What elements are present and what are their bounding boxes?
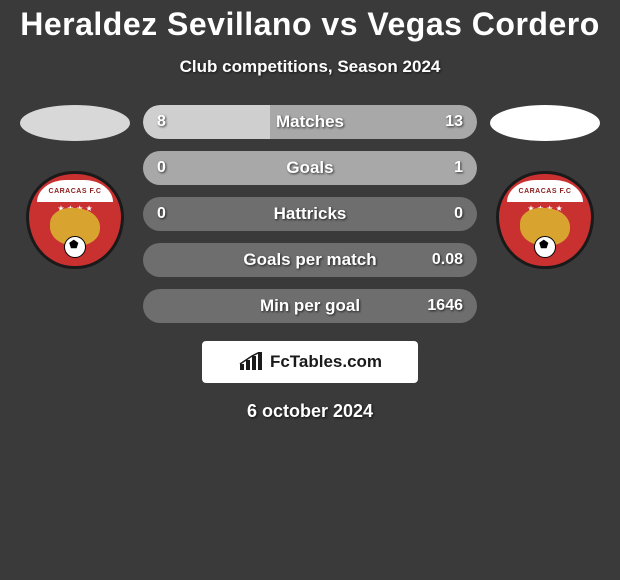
barchart-icon [238, 352, 264, 372]
stat-value-right: 0 [454, 205, 463, 223]
stat-label: Goals [143, 158, 477, 178]
stat-value-right: 0.08 [432, 251, 463, 269]
badge-top-text: CARACAS F.C [37, 180, 113, 202]
stat-bar: 0Goals1 [143, 151, 477, 185]
badge-top-text: CARACAS F.C [507, 180, 583, 202]
page-title: Heraldez Sevillano vs Vegas Cordero [20, 6, 600, 43]
right-ellipse [490, 105, 600, 141]
stat-label: Matches [143, 112, 477, 132]
right-club-badge: CARACAS F.C ★ ★ ★ ★ [496, 171, 594, 269]
stat-value-right: 13 [445, 113, 463, 131]
stats-column: 8Matches130Goals10Hattricks0Goals per ma… [135, 105, 485, 323]
stat-bar: 8Matches13 [143, 105, 477, 139]
stat-label: Hattricks [143, 204, 477, 224]
page-subtitle: Club competitions, Season 2024 [180, 57, 441, 77]
left-column: CARACAS F.C ★ ★ ★ ★ [15, 105, 135, 269]
root: Heraldez Sevillano vs Vegas Cordero Club… [0, 0, 620, 422]
stat-bar: Goals per match0.08 [143, 243, 477, 277]
stat-bar: 0Hattricks0 [143, 197, 477, 231]
stat-value-right: 1 [454, 159, 463, 177]
left-ellipse [20, 105, 130, 141]
brand-text: FcTables.com [270, 352, 382, 372]
stat-bar: Min per goal1646 [143, 289, 477, 323]
brand-box: FcTables.com [202, 341, 418, 383]
footer-date: 6 october 2024 [247, 401, 373, 422]
left-club-badge: CARACAS F.C ★ ★ ★ ★ [26, 171, 124, 269]
stat-value-right: 1646 [427, 297, 463, 315]
right-column: CARACAS F.C ★ ★ ★ ★ [485, 105, 605, 269]
main-row: CARACAS F.C ★ ★ ★ ★ 8Matches130Goals10Ha… [0, 105, 620, 323]
stat-label: Goals per match [143, 250, 477, 270]
